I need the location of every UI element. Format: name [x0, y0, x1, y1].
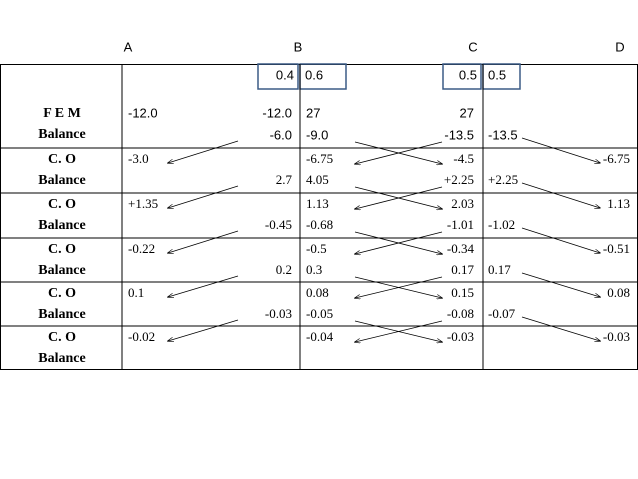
moment-value: -9.0: [306, 127, 328, 142]
carry-over-arrow: [355, 186, 443, 209]
factor-box: [257, 63, 299, 90]
moment-value: 0.08: [607, 285, 630, 300]
moment-value: -1.01: [447, 217, 474, 232]
distribution-factor: 0.6: [305, 67, 323, 82]
carry-over-arrow: [355, 231, 443, 254]
moment-value: -0.05: [306, 306, 333, 321]
moment-value: -12.0: [128, 105, 158, 120]
moment-value: -13.5: [488, 127, 518, 142]
moment-value: -12.0: [262, 105, 292, 120]
factor-box: [442, 63, 482, 90]
carry-over-arrow: [521, 182, 600, 208]
moment-value: -0.08: [447, 306, 474, 321]
carry-over-arrow: [168, 140, 239, 163]
moment-value: +1.35: [128, 196, 158, 211]
moment-value: 0.17: [451, 262, 474, 277]
row-label: Balance: [38, 218, 85, 233]
distribution-factor: 0.5: [488, 67, 506, 82]
moment-value: +2.25: [488, 172, 518, 187]
moment-value: -0.03: [603, 329, 630, 344]
carry-over-arrow: [168, 319, 239, 341]
carry-over-arrow: [521, 137, 600, 163]
column-label: C: [468, 39, 477, 54]
column-label: D: [615, 39, 624, 54]
row-label: C. O: [48, 197, 76, 212]
row-label: F E M: [43, 106, 81, 121]
moment-value: -0.03: [265, 306, 292, 321]
carry-over-arrow: [355, 276, 443, 298]
column-label: A: [124, 39, 133, 54]
moment-value: 4.05: [306, 172, 329, 187]
moment-value: 0.08: [306, 285, 329, 300]
moment-value: 27: [306, 105, 320, 120]
moment-value: -0.68: [306, 217, 333, 232]
moment-value: -1.02: [488, 217, 515, 232]
carry-over-arrow: [521, 316, 600, 341]
row-label: C. O: [48, 152, 76, 167]
carry-over-arrow: [168, 230, 239, 253]
moment-value: -6.75: [306, 151, 333, 166]
moment-value: 1.13: [607, 196, 630, 211]
row-label: C. O: [48, 330, 76, 345]
moment-value: 0.2: [276, 262, 292, 277]
row-label: C. O: [48, 242, 76, 257]
row-label: Balance: [38, 307, 85, 322]
moment-value: 0.17: [488, 262, 511, 277]
moment-value: -0.5: [306, 241, 327, 256]
moment-value: -6.75: [603, 151, 630, 166]
moment-value: 2.03: [451, 196, 474, 211]
carry-over-arrow: [521, 227, 600, 253]
moment-value: -0.34: [447, 241, 475, 256]
moment-value: 0.1: [128, 285, 144, 300]
moment-value: 0.3: [306, 262, 322, 277]
moment-value: 1.13: [306, 196, 329, 211]
row-label: Balance: [38, 173, 85, 188]
carry-over-arrow: [168, 275, 239, 297]
carry-over-arrow: [355, 320, 443, 342]
moment-value: -6.0: [270, 127, 292, 142]
moment-value: 27: [460, 105, 474, 120]
distribution-factor: 0.5: [459, 67, 477, 82]
moment-value: -13.5: [444, 127, 474, 142]
moment-value: 0.15: [451, 285, 474, 300]
table: A B C D 0.4 0.6 0.5 0.5 F E M Balance -12.0 -12.0 27…: [0, 39, 638, 370]
distribution-factor: 0.4: [276, 67, 294, 82]
carry-over-arrow: [521, 272, 600, 297]
row-label: Balance: [38, 351, 85, 366]
carry-over-arrow: [355, 141, 443, 164]
row-label: Balance: [38, 263, 85, 278]
moment-value: 2.7: [276, 172, 293, 187]
moment-value: +2.25: [444, 172, 474, 187]
moment-value: -0.03: [447, 329, 474, 344]
moment-value: -4.5: [453, 151, 474, 166]
moment-value: -0.22: [128, 241, 155, 256]
moment-value: -0.07: [488, 306, 516, 321]
moment-value: -3.0: [128, 151, 149, 166]
column-label: B: [294, 39, 303, 54]
carry-over-arrow: [168, 185, 239, 208]
row-label: C. O: [48, 286, 76, 301]
row-label: Balance: [38, 127, 85, 142]
moment-value: -0.45: [265, 217, 292, 232]
moment-value: -0.02: [128, 329, 155, 344]
moment-value: -0.51: [603, 241, 630, 256]
moment-value: -0.04: [306, 329, 334, 344]
